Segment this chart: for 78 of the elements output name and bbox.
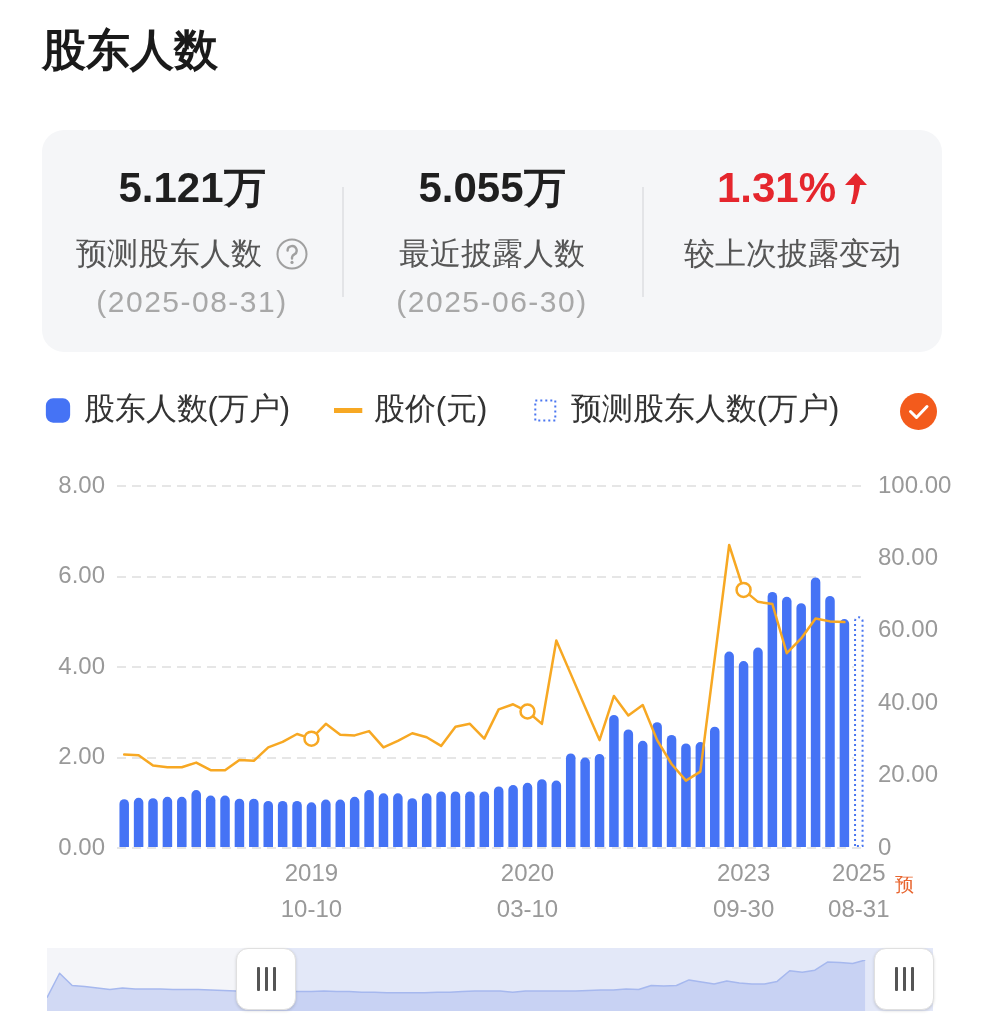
y2-tick-label: 0	[878, 832, 892, 860]
y-tick-label: 0.00	[58, 832, 105, 860]
text: (2025-06-30)	[396, 285, 588, 319]
bar	[177, 796, 187, 847]
text: (2025-08-31)	[96, 285, 288, 319]
bar	[249, 798, 259, 847]
bar	[378, 793, 389, 847]
text: 股东人数	[42, 24, 218, 76]
bar	[782, 596, 792, 847]
bar	[508, 785, 518, 847]
bar	[205, 795, 216, 847]
bar	[825, 595, 835, 847]
y2-tick-label: 40.00	[878, 687, 939, 715]
bar	[565, 753, 576, 847]
bar	[710, 726, 720, 847]
bar	[450, 791, 461, 847]
bar	[162, 796, 173, 847]
bar	[220, 795, 230, 847]
bar	[119, 799, 129, 847]
x-tick-label: 2020 03-10	[496, 858, 559, 922]
bar	[191, 790, 201, 847]
bar	[407, 798, 418, 847]
bar	[465, 791, 475, 847]
bar	[364, 790, 374, 847]
text: 5.055万	[418, 163, 566, 213]
bar	[321, 799, 331, 847]
y2-tick-label: 80.00	[878, 543, 939, 571]
text: 5.121万	[118, 163, 266, 213]
bar	[724, 651, 734, 847]
y-tick-label: 2.00	[58, 742, 105, 770]
y2-tick-label: 20.00	[878, 760, 939, 788]
bar	[551, 780, 562, 847]
text: 较上次披露变动	[683, 235, 901, 273]
text: 预	[894, 874, 914, 896]
y-tick-label: 4.00	[58, 651, 105, 679]
x-tick-label: 2023 09-30	[712, 858, 775, 922]
bar	[263, 800, 273, 847]
bar	[609, 714, 619, 847]
bar	[537, 779, 547, 847]
bar	[133, 797, 144, 847]
bar	[522, 782, 533, 847]
bar	[277, 800, 288, 847]
bar	[666, 734, 677, 847]
bar	[580, 757, 590, 847]
bar	[767, 591, 778, 847]
bar	[349, 796, 360, 847]
y2-tick-label: 100.00	[878, 470, 952, 498]
legend-label: 股东人数(万户)	[83, 391, 291, 427]
bar	[839, 619, 850, 847]
bar	[753, 647, 763, 847]
y-tick-label: 6.00	[58, 561, 105, 589]
bar	[810, 577, 821, 847]
bar	[306, 802, 317, 847]
bar	[623, 729, 634, 847]
bar	[436, 791, 446, 847]
bar	[393, 793, 403, 847]
bar	[148, 798, 158, 847]
text: 预测股东人数	[76, 235, 262, 273]
y-tick-label: 8.00	[58, 470, 105, 498]
text: 1.31%	[716, 164, 837, 212]
text: 最近披露人数	[399, 235, 585, 273]
bar	[234, 798, 245, 847]
bar	[335, 799, 346, 847]
bar	[681, 743, 691, 847]
y2-tick-label: 60.00	[878, 615, 939, 643]
bar	[493, 786, 504, 847]
bar	[796, 603, 806, 847]
bar	[421, 793, 432, 847]
bar	[652, 722, 662, 847]
bar	[479, 791, 490, 847]
bar	[738, 661, 749, 847]
legend-label: 预测股东人数(万户)	[570, 391, 840, 427]
legend-label: 股价(元)	[373, 391, 488, 427]
x-tick-label: 2019 10-10	[280, 858, 343, 922]
x-tick-label: 2025 08-31	[828, 858, 890, 922]
bar	[292, 800, 302, 847]
bar	[594, 753, 605, 847]
bar	[637, 740, 648, 847]
